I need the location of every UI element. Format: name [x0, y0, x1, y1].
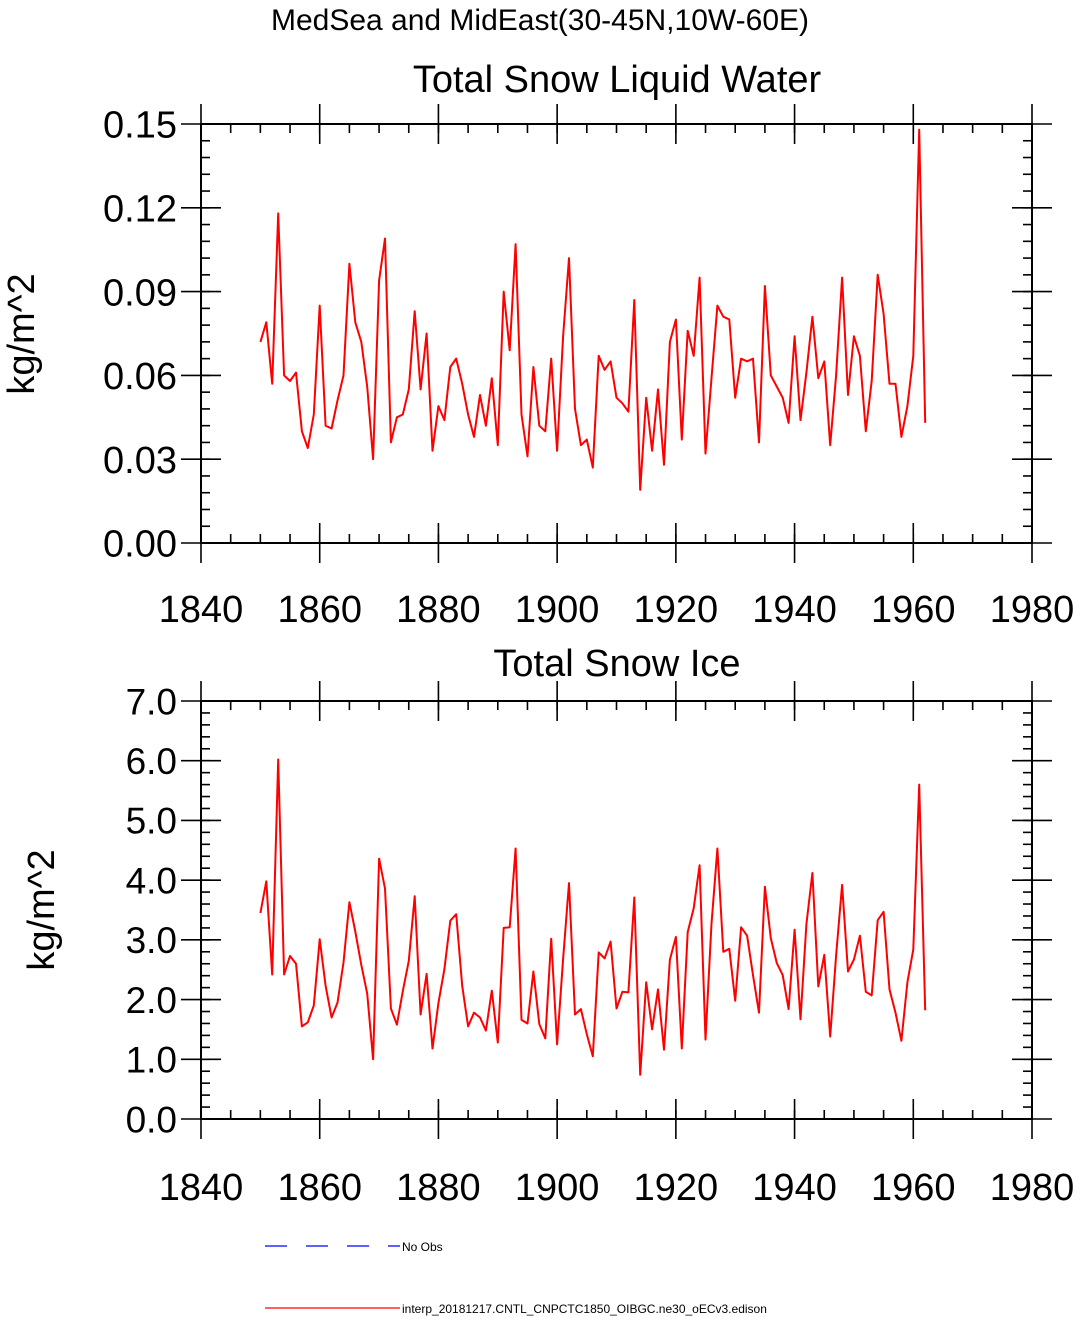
- y-tick-label: 3.0: [126, 920, 177, 961]
- y-tick-label: 0.0: [126, 1099, 177, 1140]
- axis-ticks: [181, 681, 1052, 1139]
- x-tick-label: 1900: [515, 1167, 600, 1209]
- legend: No Obs interp_20181217.CNTL_CNPCTC1850_O…: [265, 1240, 767, 1316]
- chart-panel-snow-ice: Total Snow Ice kg/m^2 0.0 1.0 2.0 3.0 4.0 5.0…: [21, 643, 1074, 1209]
- y-axis-label: kg/m^2: [1, 273, 43, 394]
- y-tick-label: 0.00: [103, 524, 177, 566]
- x-tick-label: 1860: [277, 1167, 362, 1209]
- x-tick-label: 1960: [871, 589, 956, 631]
- x-tick-label: 1920: [634, 1167, 719, 1209]
- plot-frame: [200, 123, 1033, 544]
- chart-title: Total Snow Liquid Water: [413, 59, 822, 101]
- y-tick-label: 0.12: [103, 188, 177, 230]
- x-tick-label: 1880: [396, 589, 481, 631]
- x-tick-label: 1940: [752, 589, 837, 631]
- x-tick-label: 1860: [277, 589, 362, 631]
- x-tick-label: 1980: [990, 1167, 1075, 1209]
- legend-label-no-obs: No Obs: [402, 1240, 443, 1254]
- y-tick-label: 0.03: [103, 440, 177, 482]
- y-tick-label: 0.09: [103, 272, 177, 314]
- x-tick-label: 1960: [871, 1167, 956, 1209]
- x-tick-label: 1980: [990, 589, 1075, 631]
- y-tick-label: 6.0: [126, 741, 177, 782]
- x-tick-label: 1840: [159, 589, 244, 631]
- plot-frame: [200, 700, 1033, 1120]
- y-tick-label: 2.0: [126, 980, 177, 1021]
- x-tick-label: 1920: [634, 589, 719, 631]
- y-tick-label: 0.06: [103, 356, 177, 398]
- y-tick-label: 4.0: [126, 860, 177, 901]
- page-title: MedSea and MidEast(30-45N,10W-60E): [271, 4, 809, 37]
- chart-title: Total Snow Ice: [493, 643, 740, 685]
- y-axis-label: kg/m^2: [21, 849, 63, 970]
- x-tick-label: 1880: [396, 1167, 481, 1209]
- x-tick-label: 1900: [515, 589, 600, 631]
- series-line: [259, 758, 927, 1076]
- x-tick-label: 1840: [159, 1167, 244, 1209]
- axis-ticks: [181, 104, 1052, 563]
- y-tick-label: 1.0: [126, 1040, 177, 1081]
- legend-label-model: interp_20181217.CNTL_CNPCTC1850_OIBGC.ne…: [402, 1302, 767, 1316]
- series-line: [259, 128, 927, 491]
- y-tick-label: 5.0: [126, 801, 177, 842]
- x-tick-label: 1940: [752, 1167, 837, 1209]
- y-tick-label: 7.0: [126, 681, 177, 722]
- y-tick-label: 0.15: [103, 105, 177, 147]
- chart-panel-snow-liquid-water: Total Snow Liquid Water kg/m^2 0.00 0.03 0…: [1, 59, 1074, 631]
